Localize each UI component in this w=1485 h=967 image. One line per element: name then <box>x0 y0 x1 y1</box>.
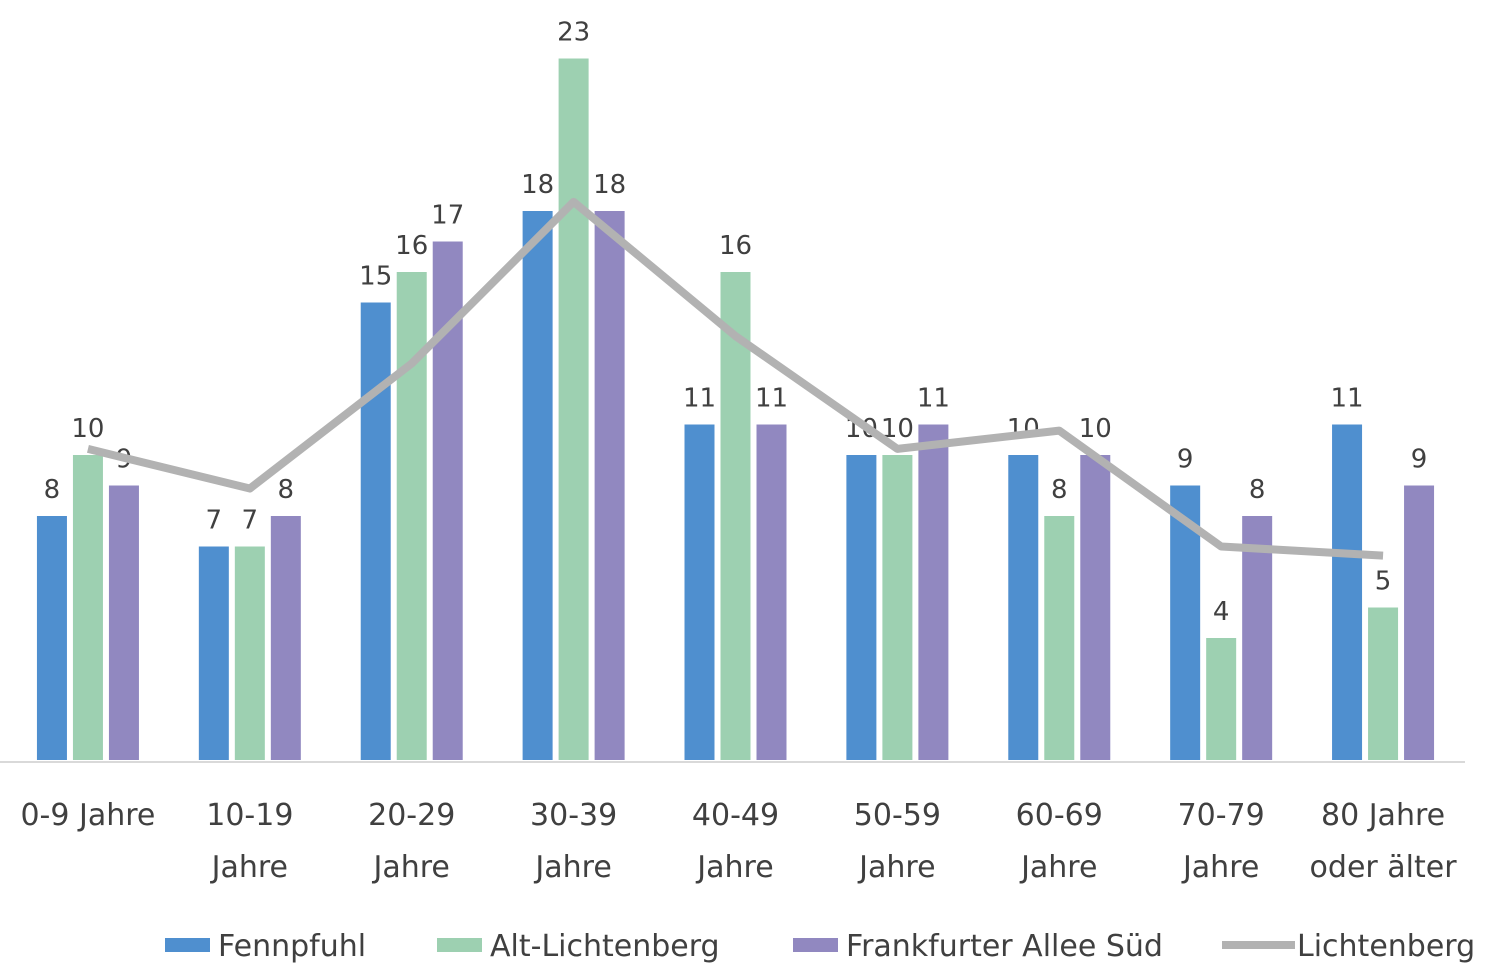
x-tick-label: 50-59 Jahre <box>853 798 941 885</box>
bar <box>522 211 553 760</box>
bar <box>918 424 949 760</box>
bar <box>1206 638 1237 760</box>
bar <box>36 516 67 760</box>
data-label: 9 <box>1177 445 1194 475</box>
data-label: 15 <box>359 262 392 292</box>
data-label: 7 <box>242 506 259 536</box>
data-label: 11 <box>683 384 716 414</box>
legend-label: Fennpfuhl <box>218 929 366 964</box>
data-label: 7 <box>206 506 223 536</box>
legend-label: Frankfurter Allee Süd <box>846 929 1163 964</box>
data-label: 16 <box>719 231 752 261</box>
bar <box>1044 516 1075 760</box>
bar <box>198 546 229 760</box>
data-label: 9 <box>1411 445 1428 475</box>
x-tick-label: 0-9 Jahre <box>20 798 156 833</box>
bar <box>1008 455 1039 760</box>
bar <box>360 302 391 760</box>
data-label: 4 <box>1213 597 1230 627</box>
bar <box>1080 455 1111 760</box>
bar <box>720 272 751 760</box>
bar <box>1332 424 1363 760</box>
data-label: 10 <box>1079 414 1112 444</box>
data-label: 17 <box>431 201 464 231</box>
legend-swatch <box>165 938 210 952</box>
bar <box>558 58 589 760</box>
bar <box>756 424 787 760</box>
data-label: 11 <box>755 384 788 414</box>
data-label: 8 <box>1249 475 1266 505</box>
legend-swatch <box>793 938 838 952</box>
bar <box>594 211 625 760</box>
bar <box>396 272 427 760</box>
data-label: 18 <box>593 170 626 200</box>
bar <box>234 546 265 760</box>
data-label: 16 <box>395 231 428 261</box>
bar <box>72 455 103 760</box>
data-label: 18 <box>521 170 554 200</box>
data-label: 11 <box>917 384 950 414</box>
data-label: 11 <box>1331 384 1364 414</box>
data-label: 8 <box>278 475 295 505</box>
legend-swatch <box>437 938 482 952</box>
legend-label: Lichtenberg <box>1297 929 1475 964</box>
legend-label: Alt-Lichtenberg <box>490 929 720 964</box>
data-label: 23 <box>557 18 590 48</box>
x-tick-label: 20-29 Jahre <box>368 798 456 885</box>
data-label: 10 <box>71 414 104 444</box>
x-tick-label: 80 Jahre oder älter <box>1309 798 1457 885</box>
bar <box>1404 485 1435 760</box>
data-label: 5 <box>1375 567 1392 597</box>
data-label: 8 <box>44 475 61 505</box>
x-tick-label: 60-69 Jahre <box>1015 798 1103 885</box>
bar <box>1242 516 1273 760</box>
bar <box>1368 607 1399 760</box>
x-tick-label: 10-19 Jahre <box>206 798 294 885</box>
x-tick-label: 30-39 Jahre <box>530 798 618 885</box>
bar <box>270 516 301 760</box>
x-tick-label: 70-79 Jahre <box>1177 798 1265 885</box>
data-label: 8 <box>1051 475 1068 505</box>
bar <box>684 424 715 760</box>
bar <box>108 485 139 760</box>
bar <box>846 455 877 760</box>
line <box>86 197 1384 560</box>
bar <box>882 455 913 760</box>
x-tick-label: 40-49 Jahre <box>691 798 780 885</box>
